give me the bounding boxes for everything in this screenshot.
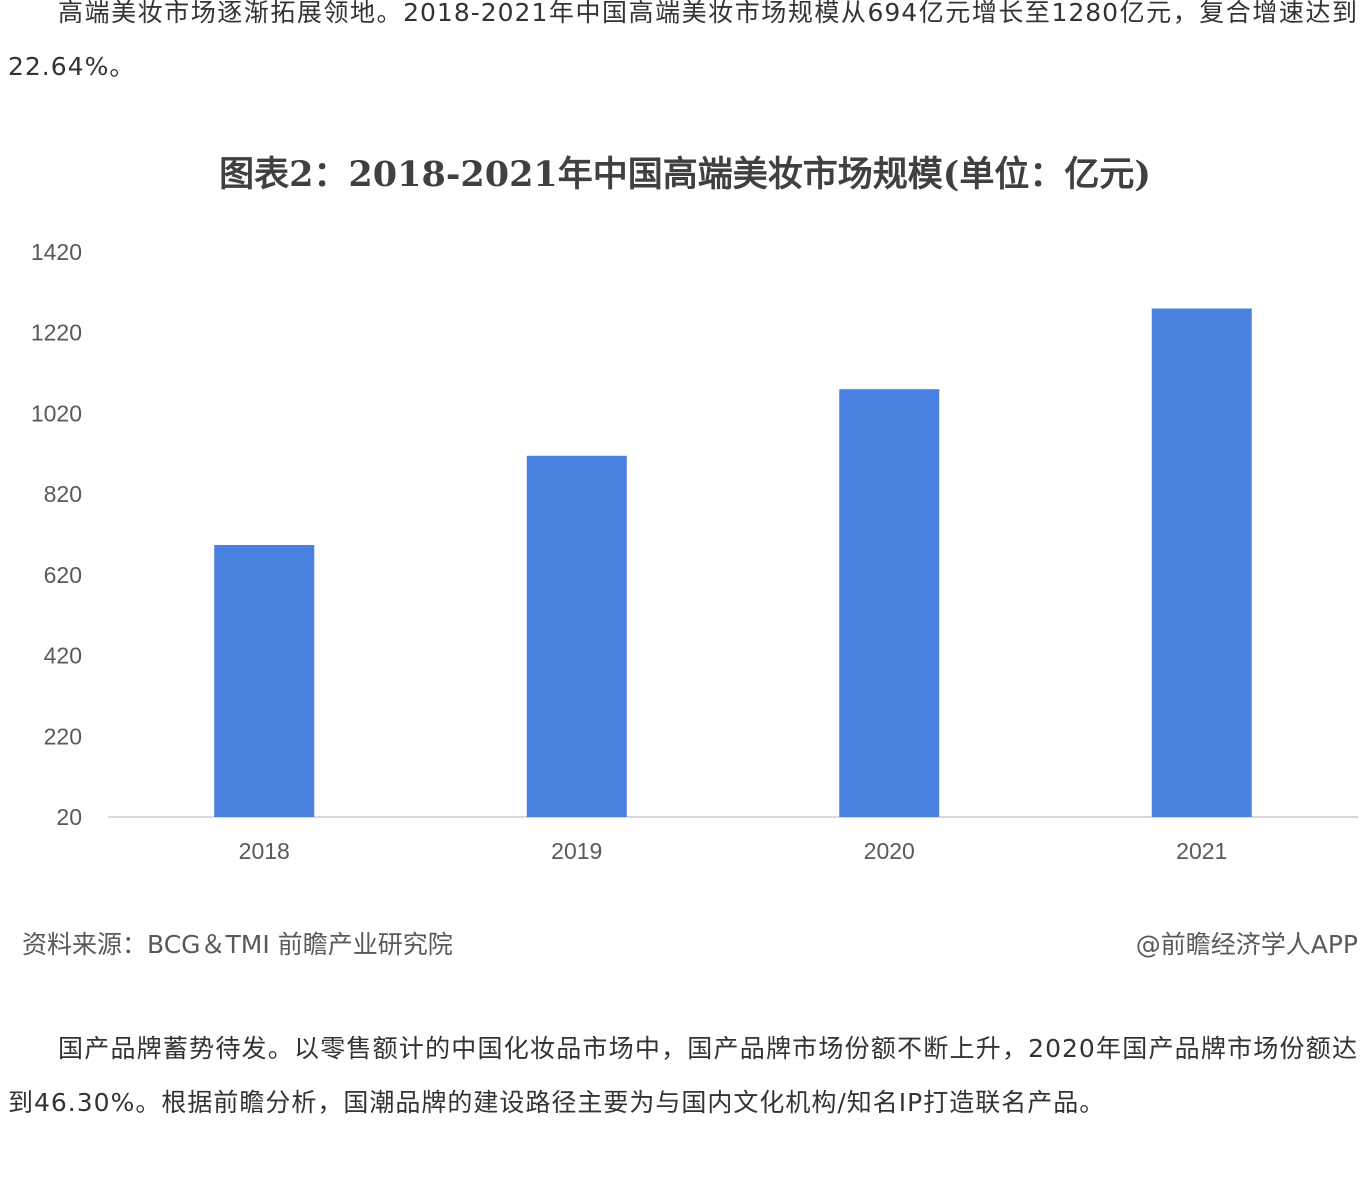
y-tick-label: 220 <box>44 723 82 749</box>
intro-paragraph: 高端美妆市场逐渐拓展领地。2018-2021年中国高端美妆市场规模从694亿元增… <box>8 0 1358 81</box>
y-tick-label: 20 <box>56 804 82 830</box>
bar-2019 <box>526 455 627 817</box>
x-tick-label: 2021 <box>1176 838 1227 864</box>
x-tick-label: 2020 <box>864 838 915 864</box>
y-tick-label: 1420 <box>31 239 82 265</box>
bar-2018 <box>214 544 315 817</box>
y-tick-label: 420 <box>44 643 82 669</box>
y-tick-label: 1220 <box>31 320 82 346</box>
bar-2020 <box>839 389 940 817</box>
chart-title: 图表2：2018-2021年中国高端美妆市场规模(单位：亿元) <box>219 154 1151 195</box>
x-tick-label: 2018 <box>239 838 290 864</box>
chart-card: 图表2：2018-2021年中国高端美妆市场规模(单位：亿元) 20 220 420… <box>0 120 1370 990</box>
body-paragraph: 国产品牌蓄势待发。以零售额计的中国化妆品市场中，国产品牌市场份额不断上升，202… <box>8 1034 1358 1117</box>
x-tick-label: 2019 <box>551 838 602 864</box>
source-note: 资料来源：BCG＆TMI 前瞻产业研究院 <box>22 930 453 959</box>
brand-credit: @前瞻经济学人APP <box>1135 930 1358 959</box>
y-tick-label: 620 <box>44 562 82 588</box>
y-tick-label: 820 <box>44 481 82 507</box>
bar-chart: 20 220 420 620 820 1020 1220 1420 2018 2019 2020 20… <box>31 239 1358 864</box>
y-tick-label: 1020 <box>31 400 82 426</box>
bar-2021 <box>1151 308 1252 817</box>
